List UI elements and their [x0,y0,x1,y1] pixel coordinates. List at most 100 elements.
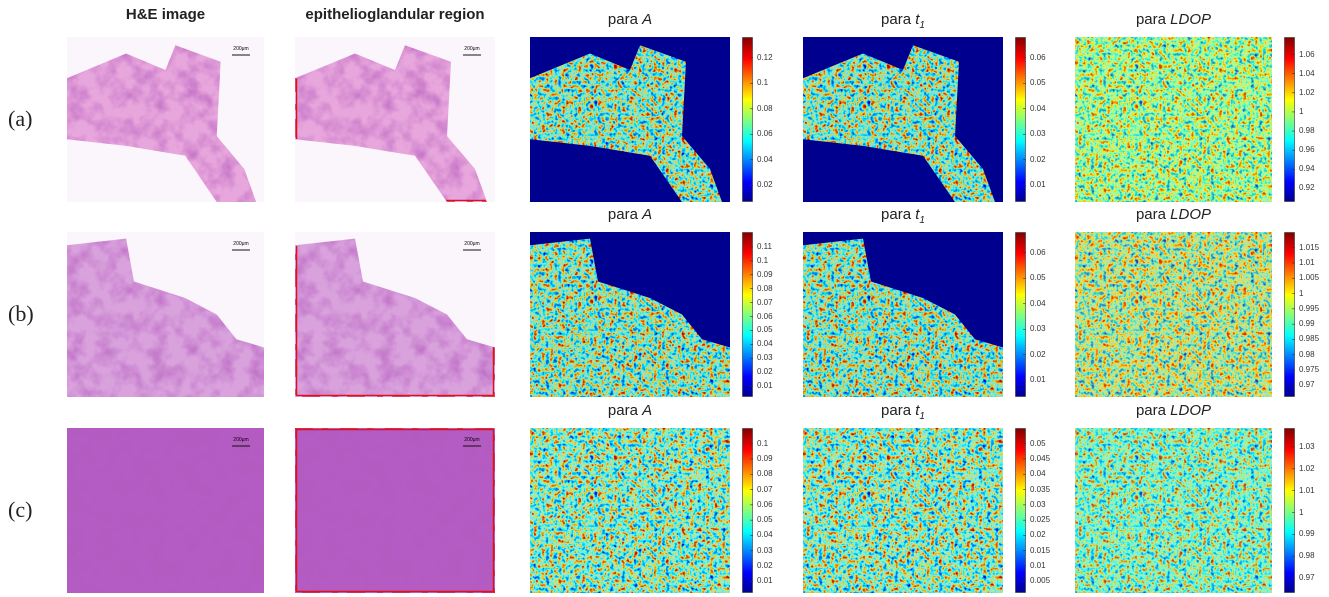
map-texture [530,428,730,593]
colorbar-tick-label: 0.995 [1299,305,1319,313]
colorbar-tick-label: 1 [1299,108,1303,116]
row-label: (c) [8,497,32,523]
colorbar-tick-label: 0.03 [757,547,773,555]
colorbar [1015,37,1027,202]
colorbar-gradient [1016,429,1026,593]
colorbar-tick-label: 0.06 [1030,249,1046,257]
colorbar-tick-label: 0.02 [1030,351,1046,359]
colorbar-tick-label: 0.02 [757,368,773,376]
tissue-texture [295,428,495,593]
colorbar-tick-label: 0.015 [1030,547,1050,555]
colorbar-tick-label: 0.98 [1299,351,1315,359]
colorbar-tick-label: 0.07 [757,299,773,307]
colorbar-tick-label: 0.1 [757,257,768,265]
colorbar-tick-label: 0.04 [757,156,773,164]
colorbar-tick-label: 0.97 [1299,574,1315,582]
map-param: LDOP [1170,402,1211,419]
colorbar-tick-label: 0.03 [1030,325,1046,333]
map-title-text: para [881,11,911,28]
colorbar-tick-label: 0.06 [757,130,773,138]
map-title-text: para [1136,11,1166,28]
colorbar-tick-label: 1.01 [1299,487,1315,495]
colorbar-tick-label: 0.98 [1299,552,1315,560]
map-title: para A [530,402,730,419]
colorbar-tick-label: 0.96 [1299,146,1315,154]
colorbar-tick-label: 0.92 [1299,184,1315,192]
colorbar-tick-label: 0.99 [1299,530,1315,538]
map-tissue [530,428,730,593]
map-title: para LDOP [1075,206,1272,223]
colorbar-tick-label: 0.985 [1299,335,1319,343]
colorbar-gradient [743,38,753,202]
colorbar-tick-label: 0.05 [1030,440,1046,448]
colorbar-tick-label: 0.09 [757,271,773,279]
colorbar-tick-label: 0.03 [757,354,773,362]
colorbar [742,232,754,397]
colorbar-tick-label: 0.99 [1299,320,1315,328]
map-param-sub: 1 [919,20,925,31]
colorbar-tick-label: 0.04 [1030,300,1046,308]
colorbar-tick-label: 0.02 [757,181,773,189]
colorbar-tick-label: 0.01 [1030,181,1046,189]
colorbar-tick-label: 0.02 [1030,156,1046,164]
colorbar-gradient [1285,38,1295,202]
colorbar-tick-label: 0.08 [757,470,773,478]
map-param: A [642,206,652,223]
map-param-sub: 1 [919,215,925,226]
parameter-map [1075,232,1272,397]
colorbar-tick-label: 0.03 [1030,130,1046,138]
colorbar-tick-label: 0.09 [757,455,773,463]
scale-bar-label: 200μm [464,46,479,52]
colorbar-tick-label: 0.05 [1030,79,1046,87]
colorbar-tick-label: 1.03 [1299,443,1315,451]
colorbar [742,37,754,202]
he-image: 200μm [67,428,264,593]
colorbar-gradient [1285,233,1295,397]
column-header: H&E image [67,6,264,23]
colorbar [1284,232,1296,397]
map-title-text: para [881,402,911,419]
parameter-map [530,37,730,202]
colorbar-tick-label: 0.02 [1030,531,1046,539]
colorbar-tick-label: 0.06 [757,313,773,321]
scale-bar-label: 200μm [233,241,248,247]
colorbar-tick-label: 0.07 [757,486,773,494]
colorbar-tick-label: 0.97 [1299,381,1315,389]
region-image: 200μm [295,428,495,593]
colorbar-tick-label: 0.11 [757,243,772,251]
region-image: 200μm [295,232,495,397]
colorbar-tick-label: 1.06 [1299,51,1315,59]
colorbar-tick-label: 1.015 [1299,244,1319,252]
colorbar-tick-label: 1.01 [1299,259,1315,267]
map-title-text: para [1136,206,1166,223]
map-param: LDOP [1170,11,1211,28]
map-tissue [1075,232,1272,397]
tissue [67,428,264,593]
colorbar-tick-label: 0.01 [757,382,773,390]
colorbar-tick-label: 0.1 [757,440,768,448]
scale-bar-label: 200μm [233,437,248,443]
map-param: LDOP [1170,206,1211,223]
colorbar [1015,232,1027,397]
parameter-map [803,232,1003,397]
colorbar-tick-label: 0.03 [1030,501,1046,509]
parameter-map [530,232,730,397]
tissue-texture [67,428,264,593]
map-tissue [1075,428,1272,593]
map-title: para t1 [803,11,1003,31]
he-image: 200μm [67,232,264,397]
colorbar-tick-label: 0.06 [757,501,773,509]
colorbar-tick-label: 1.04 [1299,70,1315,78]
colorbar-tick-label: 0.975 [1299,366,1319,374]
map-param: A [642,402,652,419]
map-title-text: para [608,206,638,223]
colorbar-tick-label: 0.035 [1030,486,1050,494]
figure: {"headers": ["H&E image", "epithelioglan… [0,0,1329,597]
colorbar-gradient [1285,429,1295,593]
scale-bar-label: 200μm [233,46,248,52]
colorbar-tick-label: 0.045 [1030,455,1050,463]
colorbar-tick-label: 0.08 [757,285,773,293]
colorbar-tick-label: 0.01 [757,577,773,585]
region-image: 200μm [295,37,495,202]
map-title: para A [530,11,730,28]
